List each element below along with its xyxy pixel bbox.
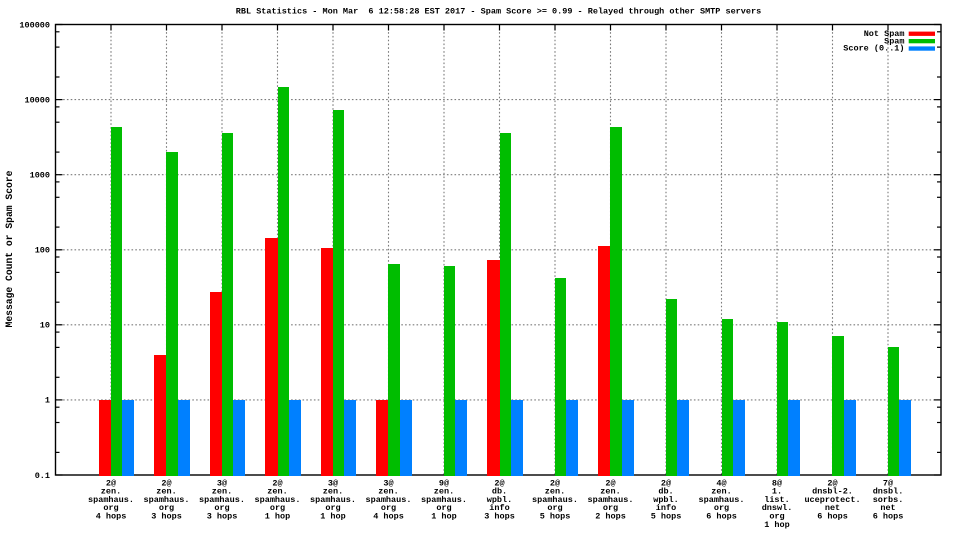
svg-text:info: info [489, 503, 509, 513]
svg-text:3 hops: 3 hops [207, 512, 238, 522]
svg-text:db.: db. [658, 487, 673, 497]
svg-text:2 hops: 2 hops [595, 512, 626, 522]
svg-text:6 hops: 6 hops [873, 512, 904, 522]
svg-text:Not Spam: Not Spam [864, 29, 905, 39]
svg-text:1000: 1000 [30, 171, 50, 181]
svg-text:Score (0..1): Score (0..1) [843, 44, 904, 54]
svg-text:2@: 2@ [494, 478, 504, 488]
svg-text:2@: 2@ [605, 478, 615, 488]
svg-text:RBL Statistics - Mon Mar 6 12: RBL Statistics - Mon Mar 6 12:58:28 EST … [236, 7, 761, 17]
svg-text:zen.: zen. [156, 487, 176, 497]
svg-text:zen.: zen. [212, 487, 232, 497]
svg-text:4@: 4@ [716, 478, 726, 488]
svg-text:list.: list. [764, 495, 790, 505]
svg-text:zen.: zen. [101, 487, 121, 497]
svg-text:5 hops: 5 hops [651, 512, 682, 522]
svg-text:wpbl.: wpbl. [487, 495, 513, 505]
svg-text:net: net [825, 503, 840, 513]
svg-text:org: org [270, 503, 285, 513]
svg-text:uceprotect.: uceprotect. [804, 495, 860, 505]
svg-text:info: info [656, 503, 676, 513]
svg-text:1 hop: 1 hop [320, 512, 346, 522]
svg-text:6 hops: 6 hops [706, 512, 737, 522]
svg-text:zen.: zen. [323, 487, 343, 497]
svg-text:dnsbl.: dnsbl. [873, 487, 904, 497]
svg-text:2@: 2@ [661, 478, 671, 488]
svg-text:10: 10 [40, 321, 50, 331]
svg-text:zen.: zen. [600, 487, 620, 497]
svg-text:org: org [436, 503, 451, 513]
svg-text:zen.: zen. [711, 487, 731, 497]
svg-text:3@: 3@ [383, 478, 393, 488]
svg-text:spamhaus.: spamhaus. [88, 495, 134, 505]
svg-text:9@: 9@ [439, 478, 449, 488]
svg-text:spamhaus.: spamhaus. [366, 495, 412, 505]
svg-text:1: 1 [45, 396, 50, 406]
svg-text:100000: 100000 [19, 20, 50, 30]
svg-text:4 hops: 4 hops [96, 512, 127, 522]
svg-text:100: 100 [35, 246, 50, 256]
svg-text:spamhaus.: spamhaus. [310, 495, 356, 505]
svg-text:0.1: 0.1 [35, 471, 50, 481]
svg-text:org: org [103, 503, 118, 513]
svg-text:dnsbl-2.: dnsbl-2. [812, 487, 853, 497]
svg-text:spamhaus.: spamhaus. [199, 495, 245, 505]
svg-text:org: org [159, 503, 174, 513]
svg-text:spamhaus.: spamhaus. [255, 495, 301, 505]
svg-text:zen.: zen. [434, 487, 454, 497]
svg-text:org: org [325, 503, 340, 513]
svg-text:2@: 2@ [272, 478, 282, 488]
svg-text:3@: 3@ [328, 478, 338, 488]
svg-text:sorbs.: sorbs. [873, 495, 904, 505]
svg-text:2@: 2@ [550, 478, 560, 488]
svg-text:net: net [880, 503, 895, 513]
svg-text:org: org [547, 503, 562, 513]
svg-text:spamhaus.: spamhaus. [699, 495, 745, 505]
svg-text:db.: db. [492, 487, 507, 497]
svg-text:8@: 8@ [772, 478, 782, 488]
svg-text:1 hop: 1 hop [431, 512, 457, 522]
svg-text:zen.: zen. [267, 487, 287, 497]
svg-text:zen.: zen. [545, 487, 565, 497]
svg-text:1 hop: 1 hop [265, 512, 291, 522]
svg-text:2@: 2@ [827, 478, 837, 488]
svg-text:org: org [381, 503, 396, 513]
svg-text:spamhaus.: spamhaus. [421, 495, 467, 505]
svg-text:dnswl.: dnswl. [762, 503, 793, 513]
svg-text:wpbl.: wpbl. [653, 495, 679, 505]
svg-text:2@: 2@ [161, 478, 171, 488]
svg-text:org: org [603, 503, 618, 513]
svg-text:org: org [769, 512, 784, 522]
svg-text:spamhaus.: spamhaus. [588, 495, 634, 505]
svg-text:4 hops: 4 hops [373, 512, 404, 522]
svg-text:3@: 3@ [217, 478, 227, 488]
svg-text:3 hops: 3 hops [151, 512, 182, 522]
svg-text:10000: 10000 [24, 95, 50, 105]
svg-text:7@: 7@ [883, 478, 893, 488]
svg-text:Message Count or Spam Score: Message Count or Spam Score [4, 170, 15, 327]
svg-text:spamhaus.: spamhaus. [532, 495, 578, 505]
svg-text:2@: 2@ [106, 478, 116, 488]
svg-text:org: org [214, 503, 229, 513]
svg-text:5 hops: 5 hops [540, 512, 571, 522]
svg-text:1.: 1. [772, 487, 782, 497]
svg-text:1 hop: 1 hop [764, 520, 790, 530]
svg-text:6 hops: 6 hops [817, 512, 848, 522]
svg-text:3 hops: 3 hops [484, 512, 515, 522]
svg-text:spamhaus.: spamhaus. [144, 495, 190, 505]
svg-text:zen.: zen. [378, 487, 398, 497]
svg-text:org: org [714, 503, 729, 513]
svg-text:Spam: Spam [884, 36, 904, 46]
